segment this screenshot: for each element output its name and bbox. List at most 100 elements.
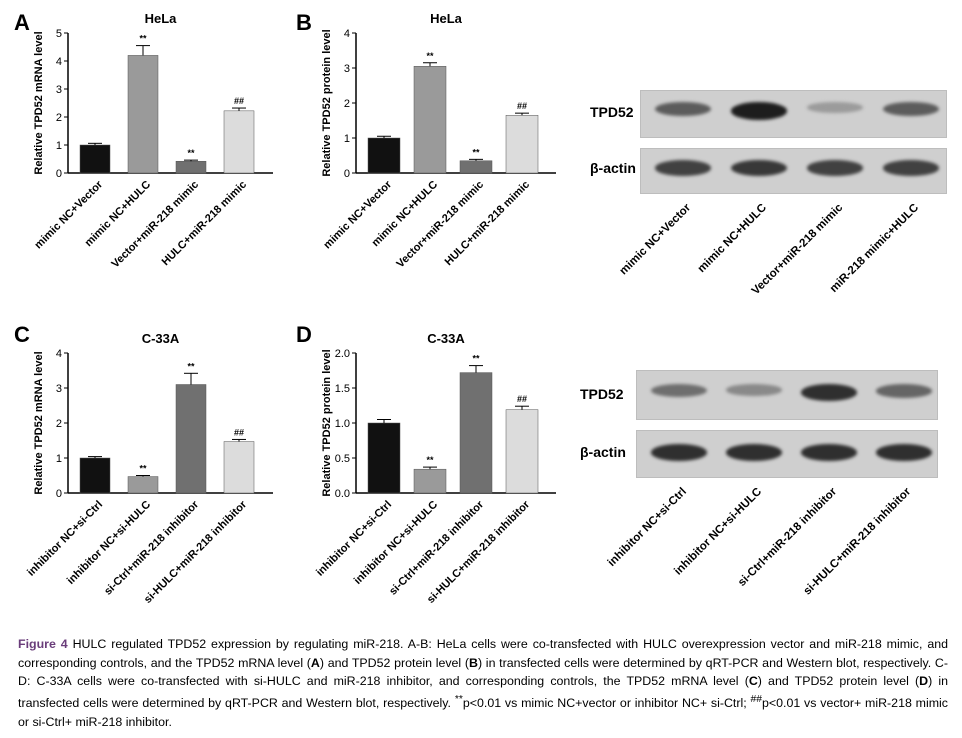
caption-ref-b: B (469, 655, 478, 670)
chart-title: HeLa (145, 11, 178, 26)
x-tick-label: HULC+miR-218 mimic (443, 179, 533, 269)
x-tick-label: mimic NC+HULC (370, 179, 441, 250)
bar (505, 115, 539, 174)
chart-title: HeLa (430, 11, 463, 26)
significance-label: ** (426, 455, 434, 465)
x-tick-label: HULC+miR-218 mimic (160, 179, 250, 269)
y-tick-label: 0 (344, 168, 350, 180)
y-tick-label: 2 (56, 418, 62, 430)
caption-text: ) in transfected cells were determined b… (18, 655, 948, 689)
x-tick-label: inhibitor NC+si-Ctrl (314, 499, 394, 579)
blot-band-tpd52 (800, 384, 857, 401)
y-tick-label: 3 (56, 383, 62, 395)
caption-significance-star: ** (454, 693, 463, 705)
caption-text: HULC regulated TPD52 expression by regul… (18, 637, 948, 670)
y-tick-label: 5 (56, 28, 62, 40)
y-tick-label: 1 (56, 140, 62, 152)
significance-label: ## (234, 96, 244, 106)
significance-label: ** (139, 464, 147, 474)
bar (505, 409, 539, 494)
blot-band-actin (731, 160, 787, 176)
x-tick-label: inhibitor NC+si-HULC (352, 499, 440, 587)
caption-ref-a: A (310, 655, 320, 670)
significance-label: ## (234, 427, 244, 437)
y-tick-label: 2 (344, 98, 350, 110)
chart-title: C-33A (427, 331, 465, 346)
blot-band-tpd52 (725, 384, 782, 396)
panel-letter-b: B (296, 10, 312, 35)
y-tick-label: 0.5 (335, 453, 350, 465)
y-tick-label: 3 (344, 63, 350, 75)
significance-label: ## (517, 101, 527, 111)
blot-band-actin (725, 444, 782, 461)
y-tick-label: 0 (56, 488, 62, 500)
blot-band-tpd52 (875, 384, 932, 398)
y-tick-label: 4 (56, 348, 62, 360)
x-tick-label: mimic NC+Vector (32, 178, 105, 251)
y-tick-label: 2 (56, 112, 62, 124)
significance-label: ** (139, 34, 147, 44)
caption-text: ) in transfected cells were determined b… (18, 674, 948, 710)
panel-letter-c: C (14, 322, 30, 347)
y-tick-label: 1 (56, 453, 62, 465)
y-tick-label: 0.0 (335, 488, 350, 500)
bar (127, 55, 159, 174)
x-tick-label: si-Ctrl+miR-218 inhibitor (387, 498, 487, 598)
blot-lane-label: mimic NC+HULC (695, 201, 770, 276)
x-tick-label: inhibitor NC+si-HULC (65, 499, 153, 587)
y-tick-label: 0 (56, 168, 62, 180)
bar (413, 468, 447, 494)
blot-band-actin (875, 444, 932, 461)
significance-label: ## (517, 394, 527, 404)
y-tick-label: 4 (344, 28, 350, 40)
y-tick-label: 1.0 (335, 418, 350, 430)
caption-figure-label: Figure 4 (18, 637, 68, 651)
x-tick-label: si-HULC+miR-218 inhibitor (425, 498, 533, 606)
blot-band-tpd52 (807, 102, 863, 113)
blot-lane-label: miR-218 mimic+HULC (828, 201, 922, 295)
bar (79, 144, 111, 174)
bar (175, 160, 207, 174)
y-axis-label: Relative TPD52 mRNA level (33, 351, 45, 494)
x-tick-label: inhibitor NC+si-Ctrl (25, 499, 105, 579)
x-tick-label: si-HULC+miR-218 inhibitor (142, 498, 250, 606)
significance-label: ** (472, 354, 480, 364)
chart-title: C-33A (142, 331, 180, 346)
x-tick-label: Vector+miR-218 mimic (394, 179, 486, 271)
bar (223, 441, 255, 494)
bar (79, 457, 111, 494)
panel-letter-d: D (296, 322, 312, 347)
y-tick-label: 4 (56, 56, 62, 68)
y-tick-label: 2.0 (335, 348, 350, 360)
caption-text: ) and TPD52 protein level ( (319, 655, 470, 670)
caption-significance-hash: ## (750, 693, 763, 705)
blot-row-label-actin: β-actin (590, 160, 636, 176)
panel-letter-a: A (14, 10, 30, 35)
western-blot-c33a: TPD52 β-actin inhibitor NC+si-Ctrl inhibi… (580, 370, 950, 597)
blot-row-label-actin: β-actin (580, 444, 626, 460)
blot-row-label-tpd52: TPD52 (580, 386, 624, 402)
y-tick-label: 3 (56, 84, 62, 96)
figure-caption: Figure 4 HULC regulated TPD52 expression… (18, 635, 948, 731)
blot-band-tpd52 (650, 384, 707, 397)
blot-band-actin (655, 160, 711, 176)
significance-label: ** (426, 51, 434, 61)
blot-lane-label: inhibitor NC+si-HULC (671, 485, 764, 578)
x-tick-label: mimic NC+HULC (83, 179, 154, 250)
bar (223, 110, 255, 174)
y-axis-label: Relative TPD52 mRNA level (33, 31, 45, 174)
significance-label: ** (187, 148, 195, 158)
bar (367, 422, 401, 494)
blot-lane-label: mimic NC+Vector (617, 201, 694, 278)
bar (127, 476, 159, 494)
caption-text: p<0.01 vs vector+ miR-218 mimic or si-Ct… (18, 695, 949, 729)
bar (459, 160, 493, 174)
bar (413, 66, 447, 174)
y-tick-label: 1.5 (335, 383, 350, 395)
blot-lane-label: inhibitor NC+si-Ctrl (605, 485, 689, 570)
x-tick-label: si-Ctrl+miR-218 inhibitor (102, 498, 202, 598)
y-axis-label: Relative TPD52 protein level (321, 349, 333, 496)
blot-band-tpd52 (655, 102, 711, 116)
y-tick-label: 1 (344, 133, 350, 145)
western-blot-hela: TPD52 β-actin mimic NC+Vector mimic NC+HU… (590, 90, 950, 297)
